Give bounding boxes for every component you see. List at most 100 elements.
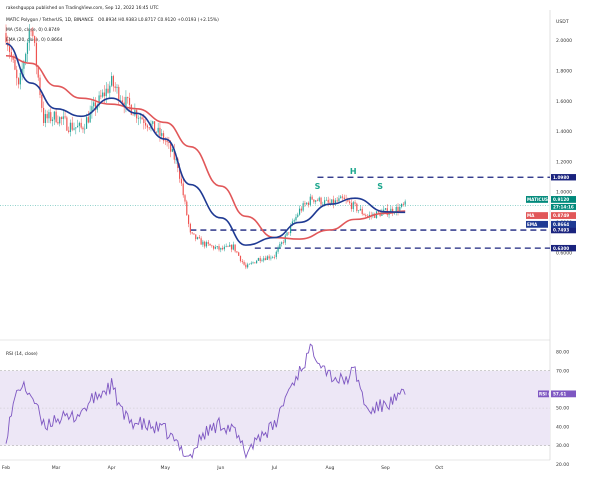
price-tag-value-bg bbox=[551, 196, 576, 203]
candle-body bbox=[25, 53, 27, 63]
ema20-series-line bbox=[5, 42, 406, 246]
time-tick-label: Sep bbox=[381, 465, 390, 471]
price-tick-label: 1.0000 bbox=[556, 190, 572, 196]
candle-body bbox=[62, 116, 64, 120]
candle-body bbox=[257, 258, 259, 261]
price-tag-name-bg bbox=[526, 212, 548, 219]
price-tag-value-bg bbox=[551, 212, 576, 219]
candle-body bbox=[80, 122, 82, 128]
candle-body bbox=[383, 209, 385, 212]
candle-body bbox=[182, 183, 184, 196]
candle-body bbox=[59, 117, 61, 124]
candle-body bbox=[35, 42, 38, 67]
candle-body bbox=[291, 221, 293, 226]
candle-body bbox=[118, 86, 120, 101]
candle-body bbox=[175, 158, 177, 160]
price-tick-label: 1.4000 bbox=[556, 129, 572, 135]
candle-body bbox=[313, 199, 315, 202]
price-tag-value: 0.8664 bbox=[553, 222, 569, 227]
candle-body bbox=[102, 92, 104, 97]
candle-body bbox=[48, 112, 50, 119]
countdown-tag: 27:14:16 bbox=[553, 204, 574, 209]
rsi-tick-label: 40.00 bbox=[556, 424, 569, 430]
candle-body bbox=[10, 52, 12, 57]
candle-body bbox=[248, 263, 251, 265]
candle-body bbox=[223, 246, 225, 250]
candle-body bbox=[68, 130, 70, 132]
candle-body bbox=[103, 92, 106, 97]
level-layer: 1.0980 0.7493 0.6300 bbox=[0, 174, 576, 252]
candle-body bbox=[100, 95, 102, 97]
candle-body bbox=[300, 208, 302, 211]
candle-body bbox=[26, 42, 29, 54]
candle-body bbox=[148, 127, 150, 129]
candle-body bbox=[272, 257, 274, 258]
sma50-series-line bbox=[5, 54, 406, 240]
candle-body bbox=[220, 247, 222, 250]
price-tick-label: 0.6000 bbox=[556, 250, 572, 256]
candle-body bbox=[17, 78, 20, 85]
candle-body bbox=[141, 117, 143, 120]
candle-body bbox=[159, 127, 161, 136]
candle-body bbox=[139, 117, 141, 119]
candle-body bbox=[361, 208, 363, 214]
candle-body bbox=[318, 197, 320, 201]
candle-body bbox=[343, 197, 345, 200]
time-tick-label: Feb bbox=[2, 465, 10, 471]
candle-body bbox=[334, 200, 336, 205]
candle-body bbox=[155, 131, 157, 133]
candle-body bbox=[221, 247, 224, 250]
candle-body bbox=[198, 237, 200, 239]
candle-body bbox=[368, 214, 370, 217]
candle-body bbox=[69, 122, 72, 132]
level-tag-neckline bbox=[551, 226, 576, 234]
candle-body bbox=[200, 238, 202, 245]
candle-body bbox=[239, 255, 242, 262]
price-tag-value: 0.9120 bbox=[553, 197, 569, 202]
candle-body bbox=[400, 203, 403, 207]
candle-body bbox=[232, 244, 234, 250]
price-tag-value-bg bbox=[551, 220, 576, 228]
candle-body bbox=[170, 142, 172, 152]
candle-body bbox=[184, 195, 186, 202]
price-tag-name-bg bbox=[526, 196, 548, 203]
candle-body bbox=[322, 204, 324, 205]
candle-body bbox=[119, 100, 122, 102]
candle-body bbox=[264, 258, 267, 260]
candle-body bbox=[196, 237, 199, 240]
candle-body bbox=[324, 200, 326, 205]
candle-body bbox=[352, 202, 354, 210]
candle-body bbox=[87, 117, 89, 123]
candle-body bbox=[73, 128, 75, 130]
price-tick-label: 1.2000 bbox=[556, 159, 572, 165]
rsi-tag-value-bg bbox=[551, 390, 576, 398]
axis-layer: 2.00001.80001.60001.40001.20001.00000.80… bbox=[2, 38, 572, 471]
candle-body bbox=[216, 246, 218, 248]
candle-body bbox=[252, 262, 254, 264]
price-tag-name: MA bbox=[527, 213, 535, 218]
rsi-band bbox=[0, 370, 550, 446]
candle-body bbox=[5, 33, 7, 43]
candle-body bbox=[105, 88, 107, 97]
candle-body bbox=[211, 245, 213, 247]
candle-body bbox=[112, 76, 114, 87]
level-tag-label-resistance: 1.0980 bbox=[553, 175, 569, 180]
candle-body bbox=[30, 30, 32, 32]
candle-body bbox=[16, 69, 18, 79]
candle-body bbox=[404, 201, 406, 205]
rsi-tick-label: 70.00 bbox=[556, 368, 569, 374]
candle-body bbox=[21, 68, 23, 73]
candle-body bbox=[66, 117, 68, 131]
candle-body bbox=[275, 251, 277, 258]
countdown-tag-bg bbox=[551, 203, 576, 210]
candle-body bbox=[164, 140, 166, 142]
candle-body bbox=[93, 102, 95, 107]
price-tick-label: 2.0000 bbox=[556, 38, 572, 44]
candle-body bbox=[42, 107, 45, 123]
candle-body bbox=[241, 261, 243, 262]
price-tick-label: 1.6000 bbox=[556, 99, 572, 105]
candle-body bbox=[162, 133, 165, 141]
candle-body bbox=[109, 85, 111, 93]
price-tick-label: 1.8000 bbox=[556, 69, 572, 75]
